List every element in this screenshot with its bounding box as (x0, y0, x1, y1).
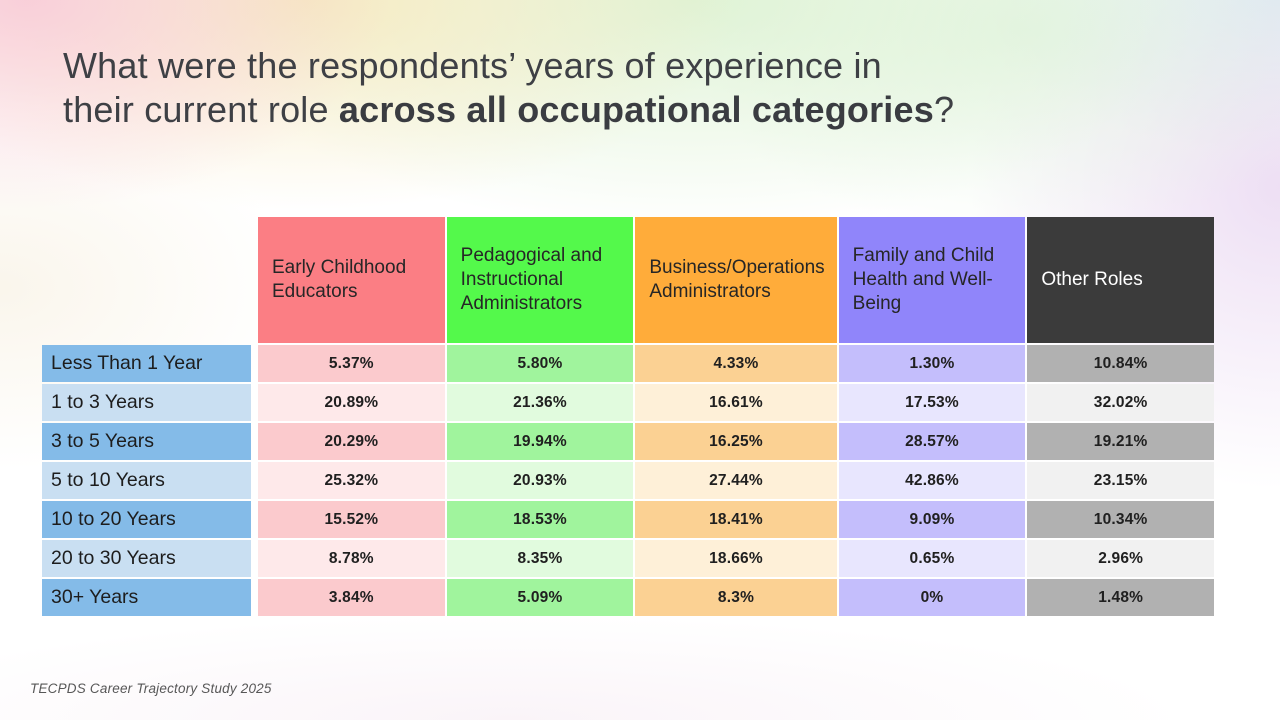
value-cell: 0.65% (838, 540, 1026, 577)
column-header-other-roles: Other Roles (1027, 217, 1214, 343)
value-cell: 10.84% (1027, 345, 1214, 382)
value-cell: 0% (838, 579, 1026, 616)
column-header-business-operations-administrators: Business/Operations Administrators (635, 217, 837, 343)
value-cell: 21.36% (446, 384, 634, 421)
value-cell: 32.02% (1027, 384, 1214, 421)
value-cell: 15.52% (258, 501, 445, 538)
value-cell: 18.53% (446, 501, 634, 538)
title-suffix: ? (933, 89, 955, 131)
row-label: 5 to 10 Years (42, 462, 251, 499)
title-line1: What were the respondents’ years of expe… (63, 45, 882, 86)
row-label: 30+ Years (42, 579, 251, 616)
column-header-early-childhood-educators: Early Childhood Educators (258, 217, 445, 343)
value-cell: 19.21% (1027, 423, 1214, 460)
row-label: 3 to 5 Years (42, 423, 251, 460)
value-cell: 9.09% (838, 501, 1026, 538)
column-header-family-child-health-well-being: Family and Child Health and Well-Being (838, 217, 1026, 343)
value-cell: 5.80% (446, 345, 634, 382)
value-cell: 16.61% (635, 384, 837, 421)
value-cell: 8.3% (635, 579, 837, 616)
value-cell: 1.30% (838, 345, 1026, 382)
value-cell: 10.34% (1027, 501, 1214, 538)
value-cell: 27.44% (635, 462, 837, 499)
value-cell: 5.09% (446, 579, 634, 616)
value-cell: 2.96% (1027, 540, 1214, 577)
value-cell: 18.41% (635, 501, 837, 538)
experience-table: Early Childhood Educators Pedagogical an… (42, 217, 1214, 616)
title-line2-normal: their current role (63, 89, 339, 131)
value-cell: 5.37% (258, 345, 445, 382)
value-cell: 16.25% (635, 423, 837, 460)
value-cell: 23.15% (1027, 462, 1214, 499)
value-cell: 20.89% (258, 384, 445, 421)
row-label: 10 to 20 Years (42, 501, 251, 538)
footer-source-text: TECPDS Career Trajectory Study 2025 (30, 681, 272, 696)
value-cell: 19.94% (446, 423, 634, 460)
value-cell: 4.33% (635, 345, 837, 382)
value-cell: 18.66% (635, 540, 837, 577)
value-cell: 20.29% (258, 423, 445, 460)
value-cell: 1.48% (1027, 579, 1214, 616)
value-cell: 3.84% (258, 579, 445, 616)
value-cell: 20.93% (446, 462, 634, 499)
title-line2-bold: across all occupational categories (338, 89, 934, 131)
row-label: 20 to 30 Years (42, 540, 251, 577)
row-label: 1 to 3 Years (42, 384, 251, 421)
value-cell: 28.57% (838, 423, 1026, 460)
value-cell: 8.35% (446, 540, 634, 577)
row-label: Less Than 1 Year (42, 345, 251, 382)
value-cell: 42.86% (838, 462, 1026, 499)
column-header-pedagogical-instructional-administrators: Pedagogical and Instructional Administra… (446, 217, 634, 343)
value-cell: 8.78% (258, 540, 445, 577)
slide-title: What were the respondents’ years of expe… (63, 44, 1228, 133)
value-cell: 25.32% (258, 462, 445, 499)
value-cell: 17.53% (838, 384, 1026, 421)
header-spacer (42, 217, 256, 343)
